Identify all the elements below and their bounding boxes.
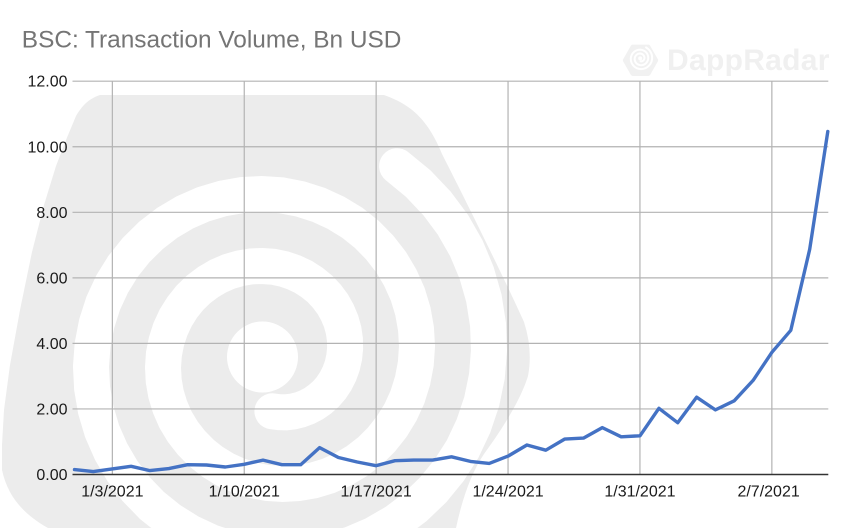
svg-text:BSC: Transaction Volume, Bn US: BSC: Transaction Volume, Bn USD	[22, 27, 402, 54]
svg-text:1/31/2021: 1/31/2021	[604, 484, 675, 501]
svg-text:1/10/2021: 1/10/2021	[209, 484, 280, 501]
svg-text:1/3/2021: 1/3/2021	[81, 484, 143, 501]
svg-text:DappRadar: DappRadar	[667, 44, 830, 77]
svg-text:0.00: 0.00	[36, 467, 67, 484]
svg-text:1/24/2021: 1/24/2021	[472, 484, 543, 501]
svg-text:8.00: 8.00	[36, 205, 67, 222]
svg-text:4.00: 4.00	[36, 336, 67, 353]
svg-text:1/17/2021: 1/17/2021	[341, 484, 412, 501]
svg-text:2.00: 2.00	[36, 401, 67, 418]
svg-text:6.00: 6.00	[36, 270, 67, 287]
svg-text:12.00: 12.00	[27, 74, 67, 91]
svg-text:2/7/2021: 2/7/2021	[737, 484, 799, 501]
svg-text:10.00: 10.00	[27, 139, 67, 156]
